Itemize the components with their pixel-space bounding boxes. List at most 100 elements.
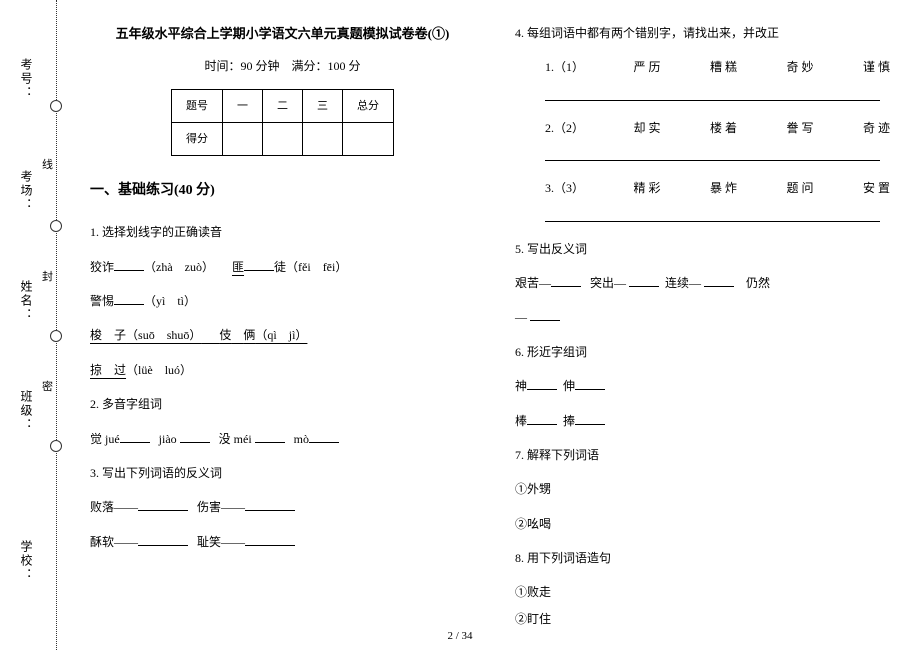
punch-hole (50, 440, 62, 452)
q7-prompt: 7. 解释下列词语 (515, 442, 900, 468)
q4-word: 奇 妙 (786, 54, 813, 80)
answer-blank[interactable] (527, 376, 557, 390)
answer-blank[interactable] (551, 273, 581, 287)
q6-word: 棒 (515, 414, 527, 428)
q6-prompt: 6. 形近字组词 (515, 339, 900, 365)
q1-word: 警惕 (90, 294, 114, 308)
q5-word: 突出— (590, 276, 626, 290)
answer-blank[interactable] (138, 532, 188, 546)
answer-blank[interactable] (575, 376, 605, 390)
q2-prompt: 2. 多音字组词 (90, 391, 475, 417)
q1-pinyin: （zhà zuò） (144, 260, 214, 274)
q4-word: 誊 写 (786, 115, 813, 141)
answer-blank[interactable] (244, 257, 274, 271)
q1-line4: 掠 过（lüè luó） (90, 357, 475, 383)
q1-line3: 梭 子（suō shuō） 伎 俩（qì jì） (90, 322, 475, 348)
exam-subtitle: 时间：90 分钟 满分：100 分 (90, 53, 475, 79)
page-number: 2 / 34 (0, 630, 920, 642)
punch-hole (50, 220, 62, 232)
q1-word: 伎 (219, 328, 231, 342)
q1-word: 俩 (243, 328, 255, 342)
q5-line2: — (515, 304, 900, 330)
q3-word: 败落—— (90, 500, 138, 514)
answer-blank[interactable] (180, 429, 210, 443)
q4-row2: 2.（2） 却 实 楼 着 誊 写 奇 迹 (515, 115, 900, 141)
q1-word: 子 (114, 328, 126, 342)
q6-line1: 神 伸 (515, 373, 900, 399)
q6-word: 捧 (563, 414, 575, 428)
q4-word: 谨 慎 (863, 54, 890, 80)
q4-num: 3.（3） (545, 175, 584, 201)
td-score-label: 得分 (172, 123, 223, 156)
label-room: 考场： (18, 170, 35, 212)
correction-line[interactable] (545, 147, 880, 161)
answer-blank[interactable] (255, 429, 285, 443)
q2-text: 没 méi (219, 432, 252, 446)
q8-prompt: 8. 用下列词语造句 (515, 545, 900, 571)
answer-blank[interactable] (114, 291, 144, 305)
label-class: 班级： (18, 390, 35, 432)
q6-word: 伸 (563, 379, 575, 393)
q6-word: 神 (515, 379, 527, 393)
q8-a: ①败走 (515, 579, 900, 605)
seal-char: 线 (42, 156, 53, 172)
q4-word: 楼 着 (710, 115, 737, 141)
q4-word: 安 置 (863, 175, 890, 201)
q3-word: 酥软—— (90, 535, 138, 549)
correction-line[interactable] (545, 208, 880, 222)
q1-pinyin: （suō shuō） (126, 328, 201, 342)
q3-prompt: 3. 写出下列词语的反义词 (90, 460, 475, 486)
label-examno: 考号： (18, 58, 35, 100)
q2-line: 觉 jué jiào 没 méi mò (90, 426, 475, 452)
q5-word: 连续— (665, 276, 701, 290)
answer-blank[interactable] (245, 532, 295, 546)
label-name: 姓名： (18, 280, 35, 322)
answer-blank[interactable] (309, 429, 339, 443)
q4-row1: 1.（1） 严 历 糟 糕 奇 妙 谨 慎 (515, 54, 900, 80)
q5-line: 艰苦— 突出— 连续— 仍然 (515, 270, 900, 296)
answer-blank[interactable] (138, 497, 188, 511)
answer-blank[interactable] (629, 273, 659, 287)
q4-prompt: 4. 每组词语中都有两个错别字，请找出来，并改正 (515, 20, 900, 46)
label-school: 学校： (18, 540, 35, 582)
th-1: 一 (223, 89, 263, 122)
dotted-divider (56, 0, 57, 650)
answer-blank[interactable] (120, 429, 150, 443)
full-label: 满分：100 分 (292, 59, 361, 73)
answer-blank[interactable] (704, 273, 734, 287)
q1-pinyin: （fěi fēi） (286, 260, 347, 274)
q1-word: 梭 (90, 328, 102, 342)
q1-word: 徒 (274, 260, 286, 274)
q1-pinyin: （lüè luó） (126, 363, 192, 377)
q1-word: 狡诈 (90, 260, 114, 274)
time-label: 时间：90 分钟 (204, 59, 279, 73)
answer-blank[interactable] (245, 497, 295, 511)
seal-char: 密 (42, 378, 53, 394)
q4-word: 却 实 (633, 115, 660, 141)
q4-word: 暴 炸 (710, 175, 737, 201)
td-blank (343, 123, 394, 156)
page-content: 五年级水平综合上学期小学语文六单元真题模拟试卷卷(①) 时间：90 分钟 满分：… (90, 20, 900, 620)
q4-num: 2.（2） (545, 115, 584, 141)
seal-char: 封 (42, 268, 53, 284)
answer-blank[interactable] (575, 411, 605, 425)
q6-line2: 棒 捧 (515, 408, 900, 434)
q3-word: 伤害—— (197, 500, 245, 514)
q1-pinyin: （yì tì） (144, 294, 196, 308)
th-num: 题号 (172, 89, 223, 122)
answer-blank[interactable] (114, 257, 144, 271)
q4-num: 1.（1） (545, 54, 584, 80)
q4-word: 精 彩 (633, 175, 660, 201)
q5-word: 艰苦— (515, 276, 551, 290)
punch-hole (50, 330, 62, 342)
answer-blank[interactable] (530, 307, 560, 321)
td-blank (303, 123, 343, 156)
q4-row3: 3.（3） 精 彩 暴 炸 题 问 安 置 (515, 175, 900, 201)
punch-hole (50, 100, 62, 112)
q4-word: 糟 糕 (710, 54, 737, 80)
answer-blank[interactable] (527, 411, 557, 425)
q3-word: 耻笑—— (197, 535, 245, 549)
left-column: 五年级水平综合上学期小学语文六单元真题模拟试卷卷(①) 时间：90 分钟 满分：… (90, 20, 475, 620)
q4-word: 严 历 (633, 54, 660, 80)
correction-line[interactable] (545, 87, 880, 101)
